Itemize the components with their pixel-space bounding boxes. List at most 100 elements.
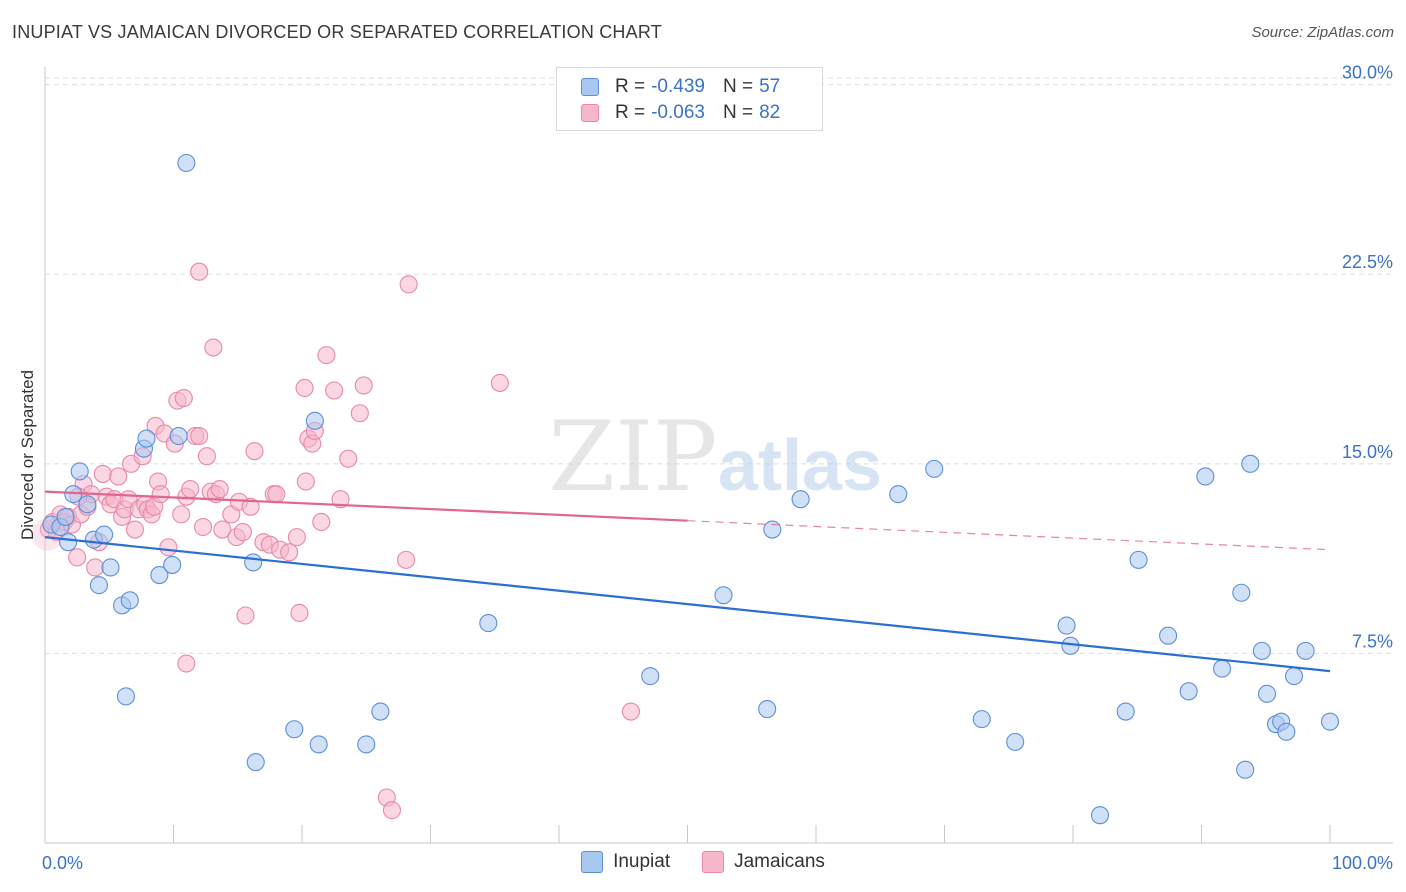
jamaicans-point [312,512,331,532]
inupiat-point [371,702,390,721]
inupiat-point [791,490,810,509]
inupiat-point [1116,702,1135,721]
jamaicans-point [190,426,209,446]
watermark-zip: ZIP [548,401,717,513]
inupiat-point [244,553,263,572]
jamaicans-point [317,346,336,365]
inupiat-point [101,558,120,577]
inupiat-point [889,485,908,504]
inupiat-point [1252,641,1271,660]
jamaicans-point [295,378,314,398]
source-label: Source: ZipAtlas.com [1251,24,1394,41]
inupiat-point [972,710,991,729]
jamaicans-point [325,381,344,400]
chart-title: INUPIAT VS JAMAICAN DIVORCED OR SEPARATE… [12,22,662,42]
inupiat-point [56,507,75,526]
jamaicans-point [194,517,213,537]
jamaicans-point [159,538,178,557]
inupiat-point [1006,732,1025,751]
inupiat-point [163,555,182,574]
inupiat-point [246,753,265,772]
jamaicans-trend-line [44,490,688,522]
jamaicans-point [109,467,128,486]
series-legend: Inupiat Jamaicans [0,851,1406,873]
inupiat-point [714,586,733,605]
y-tick-label: 15.0% [1342,442,1393,462]
inupiat-point [285,720,304,739]
axes [44,67,1393,844]
n-label: N = [722,76,754,97]
inupiat-point [120,591,139,610]
inupiat-point [1129,550,1148,569]
legend-item-jamaicans[interactable]: Jamaicans [702,851,825,873]
inupiat-point [137,429,156,448]
jamaicans-point [204,338,223,357]
jamaicans-point [354,376,373,395]
jamaicans-point [621,702,641,721]
jamaicans-point [68,548,87,567]
legend-row-jamaicans: R = -0.063 N = 82 [581,101,780,125]
inupiat-point [1090,806,1110,825]
legend-label-jamaicans: Jamaicans [734,851,825,872]
y-axis-title: Divorced or Separated [18,370,37,540]
r-value: -0.439 [651,76,705,97]
jamaicans-point [350,404,369,423]
jamaicans-point [151,485,170,504]
inupiat-point [305,411,324,430]
inupiat-legend-swatch [581,851,604,873]
jamaicans-point [177,654,196,673]
inupiat-point [763,520,782,539]
n-label: N = [722,102,754,123]
jamaicans-point [287,528,306,547]
inupiat-point [1320,712,1340,731]
jamaicans-swatch [581,104,599,122]
inupiat-point [89,576,109,595]
n-value: 57 [759,76,781,97]
inupiat-point [641,667,660,686]
jamaicans-point [331,490,350,509]
inupiat-point [1159,626,1178,645]
legend-row-inupiat: R = -0.439 N = 57 [581,75,780,99]
inupiat-point [1277,722,1296,741]
jamaicans-point [233,523,252,542]
inupiat-point [1057,616,1076,635]
jamaicans-point [197,447,216,466]
axis-labels: 7.5% 15.0% 22.5% 30.0% 0.0% 100.0% Divorced or… [18,63,1393,873]
inupiat-point [479,614,498,633]
n-value: 82 [759,102,781,123]
legend-item-inupiat[interactable]: Inupiat [581,851,670,873]
correlation-legend: R = -0.439 N = 57 R = -0.063 N = 82 [556,67,823,131]
jamaicans-point [382,801,402,820]
jamaicans-point [236,606,255,625]
jamaicans-legend-swatch [702,851,725,873]
y-tick-label: 30.0% [1342,63,1393,83]
inupiat-point [357,735,376,754]
inupiat-point [78,495,97,514]
inupiat-point [1213,659,1232,678]
inupiat-point [116,687,136,706]
inupiat-point [1257,684,1277,703]
y-tick-label: 7.5% [1352,631,1393,651]
r-label: R = [615,76,646,97]
jamaicans-point [245,442,264,461]
r-label: R = [615,102,646,123]
jamaicans-point [490,373,509,392]
jamaicans-point [210,480,229,499]
inupiat-point [95,525,114,544]
inupiat-point [1296,641,1315,660]
jamaicans-points [31,262,641,820]
jamaicans-point [290,603,309,623]
jamaicans-trend-line-extension [687,520,1331,551]
inupiat-point [1179,682,1198,701]
inupiat-point [1232,583,1251,602]
jamaicans-point [86,558,105,577]
legend-label-inupiat: Inupiat [613,851,671,872]
jamaicans-point [296,472,315,491]
jamaicans-point [181,480,200,499]
inupiat-point [1196,467,1215,486]
jamaicans-point [267,485,286,504]
inupiat-trend-line [44,536,1331,673]
inupiat-swatch [581,78,599,96]
jamaicans-point [213,520,232,539]
